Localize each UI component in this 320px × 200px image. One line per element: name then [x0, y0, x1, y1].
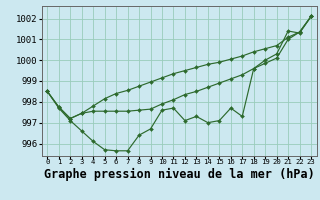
X-axis label: Graphe pression niveau de la mer (hPa): Graphe pression niveau de la mer (hPa): [44, 168, 315, 181]
